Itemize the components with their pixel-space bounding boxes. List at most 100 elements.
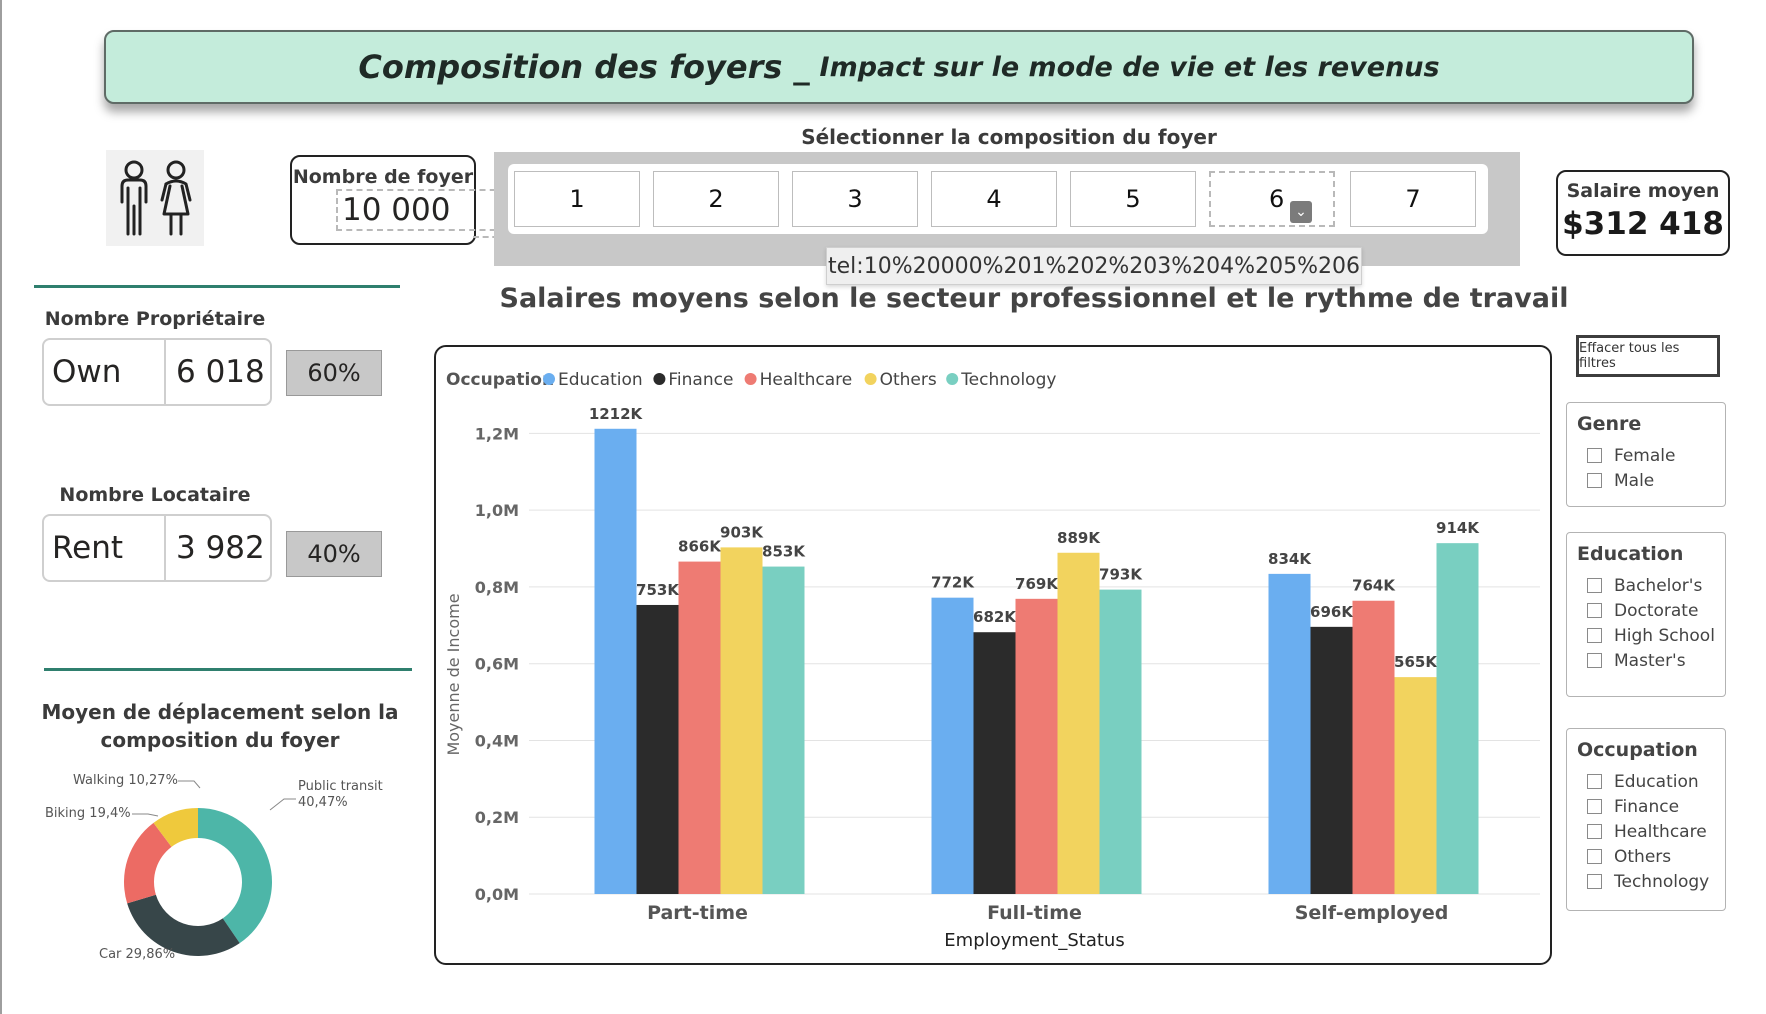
bar-education (931, 597, 974, 894)
checkbox[interactable] (1587, 799, 1602, 814)
slicer-option-2[interactable]: 2 (653, 171, 779, 227)
transport-donut-chart (124, 780, 296, 956)
salaire-moyen-label: Salaire moyen (1566, 180, 1720, 202)
slicer-option-6[interactable]: 6 (1209, 171, 1335, 227)
y-tick-label: 0,4M (475, 731, 519, 750)
clear-filters-button[interactable]: Effacer tous les filtres (1576, 335, 1720, 377)
occupation-option[interactable]: Healthcare (1587, 819, 1725, 844)
bar-healthcare (1352, 600, 1395, 894)
checkbox[interactable] (1587, 448, 1602, 463)
slicer-option-1[interactable]: 1 (514, 171, 640, 227)
checkbox[interactable] (1587, 473, 1602, 488)
legend-marker-education (543, 373, 555, 385)
donut-slice-public-transit (198, 808, 273, 944)
legend-marker-others (864, 373, 877, 385)
occupation-option-label: Education (1614, 771, 1699, 792)
donut-label-walking: Walking 10,27% (73, 773, 178, 788)
occupation-option[interactable]: Finance (1587, 794, 1725, 819)
occupation-option-label: Healthcare (1614, 821, 1707, 842)
donut-title-line2: composition du foyer (100, 728, 340, 752)
x-tick-label: Self-employed (1295, 902, 1449, 924)
donut-label-car: Car 29,86% (99, 947, 176, 962)
genre-filter: Genre Female Male (1566, 402, 1726, 507)
bar-data-label: 682K (973, 608, 1017, 626)
checkbox[interactable] (1587, 603, 1602, 618)
checkbox[interactable] (1587, 849, 1602, 864)
bar-healthcare (678, 561, 721, 894)
occupation-filter: Occupation Education Finance Healthcare Oth… (1566, 728, 1726, 911)
checkbox[interactable] (1587, 824, 1602, 839)
locataire-percent: 40% (286, 531, 382, 577)
y-tick-label: 0,2M (475, 808, 519, 827)
legend-title: Occupation (446, 370, 554, 390)
checkbox[interactable] (1587, 774, 1602, 789)
y-tick-label: 0,6M (475, 655, 519, 674)
education-option-label: High School (1614, 625, 1715, 646)
legend-item-technology: Technology (960, 370, 1056, 390)
bar-finance (1310, 626, 1353, 894)
divider-top (34, 285, 400, 288)
checkbox[interactable] (1587, 628, 1602, 643)
education-option-label: Master's (1614, 650, 1686, 671)
donut-title: Moyen de déplacement selon la compositio… (40, 698, 400, 754)
legend-marker-healthcare (744, 373, 757, 385)
y-tick-label: 1,0M (475, 501, 519, 520)
y-tick-label: 1,2M (475, 424, 519, 443)
bar-data-label: 1212K (589, 405, 644, 423)
people-icon (106, 150, 204, 246)
locataire-card: Rent 3 982 (42, 514, 272, 582)
foyer-count-label: Nombre de foyer (292, 166, 474, 188)
x-tick-label: Part-time (647, 902, 748, 924)
checkbox[interactable] (1587, 874, 1602, 889)
chevron-down-icon[interactable]: ⌄ (1290, 201, 1312, 223)
donut-slice-car (127, 894, 240, 956)
checkbox[interactable] (1587, 578, 1602, 593)
education-option-label: Doctorate (1614, 600, 1699, 621)
education-option[interactable]: High School (1587, 623, 1725, 648)
slicer-option-7[interactable]: 7 (1350, 171, 1476, 227)
locataire-value: 3 982 (176, 530, 265, 566)
genre-option[interactable]: Female (1587, 443, 1725, 468)
education-option[interactable]: Bachelor's (1587, 573, 1725, 598)
occupation-option[interactable]: Education (1587, 769, 1725, 794)
checkbox[interactable] (1587, 653, 1602, 668)
bar-technology (1099, 589, 1142, 894)
salaire-moyen-card: Salaire moyen $312 418 (1556, 170, 1730, 256)
banner-subtitle: Impact sur le mode de vie et les revenus (819, 51, 1440, 83)
bar-healthcare (1015, 598, 1058, 894)
occupation-filter-title: Occupation (1577, 739, 1698, 761)
genre-filter-title: Genre (1577, 413, 1642, 435)
y-tick-label: 0,0M (475, 885, 519, 904)
proprietaire-card: Own 6 018 (42, 338, 272, 406)
legend-item-others: Others (880, 370, 937, 390)
donut-label-public-transit-value: 40,47% (298, 795, 348, 810)
donut-slice-walking (153, 808, 198, 847)
chart-title: Salaires moyens selon le secteur profess… (499, 283, 1569, 314)
education-filter: Education Bachelor's Doctorate High School… (1566, 532, 1726, 697)
education-option[interactable]: Master's (1587, 648, 1725, 673)
proprietaire-percent: 60% (286, 350, 382, 396)
legend-item-finance: Finance (668, 370, 733, 390)
legend-marker-technology (946, 373, 959, 385)
left-border (0, 0, 2, 1014)
bar-data-label: 903K (720, 523, 764, 541)
bar-data-label: 772K (931, 574, 975, 592)
proprietaire-key: Own (44, 340, 166, 404)
bar-education (594, 428, 637, 894)
proprietaire-label: Nombre Propriétaire (44, 308, 266, 330)
locataire-label: Nombre Locataire (59, 484, 251, 506)
bar-others (720, 547, 763, 894)
genre-option[interactable]: Male (1587, 468, 1725, 493)
occupation-option[interactable]: Technology (1587, 869, 1725, 894)
header-banner: Composition des foyers _ Impact sur le m… (104, 30, 1694, 104)
slicer-option-3[interactable]: 3 (792, 171, 918, 227)
education-option[interactable]: Doctorate (1587, 598, 1725, 623)
bar-data-label: 853K (762, 543, 806, 561)
salaire-moyen-value: $312 418 (1562, 206, 1724, 242)
slicer-option-4[interactable]: 4 (931, 171, 1057, 227)
occupation-option-label: Finance (1614, 796, 1680, 817)
foyer-count-card: Nombre de foyer 10 000 (290, 155, 506, 245)
occupation-option[interactable]: Others (1587, 844, 1725, 869)
slicer-option-5[interactable]: 5 (1070, 171, 1196, 227)
bar-data-label: 565K (1394, 653, 1438, 671)
